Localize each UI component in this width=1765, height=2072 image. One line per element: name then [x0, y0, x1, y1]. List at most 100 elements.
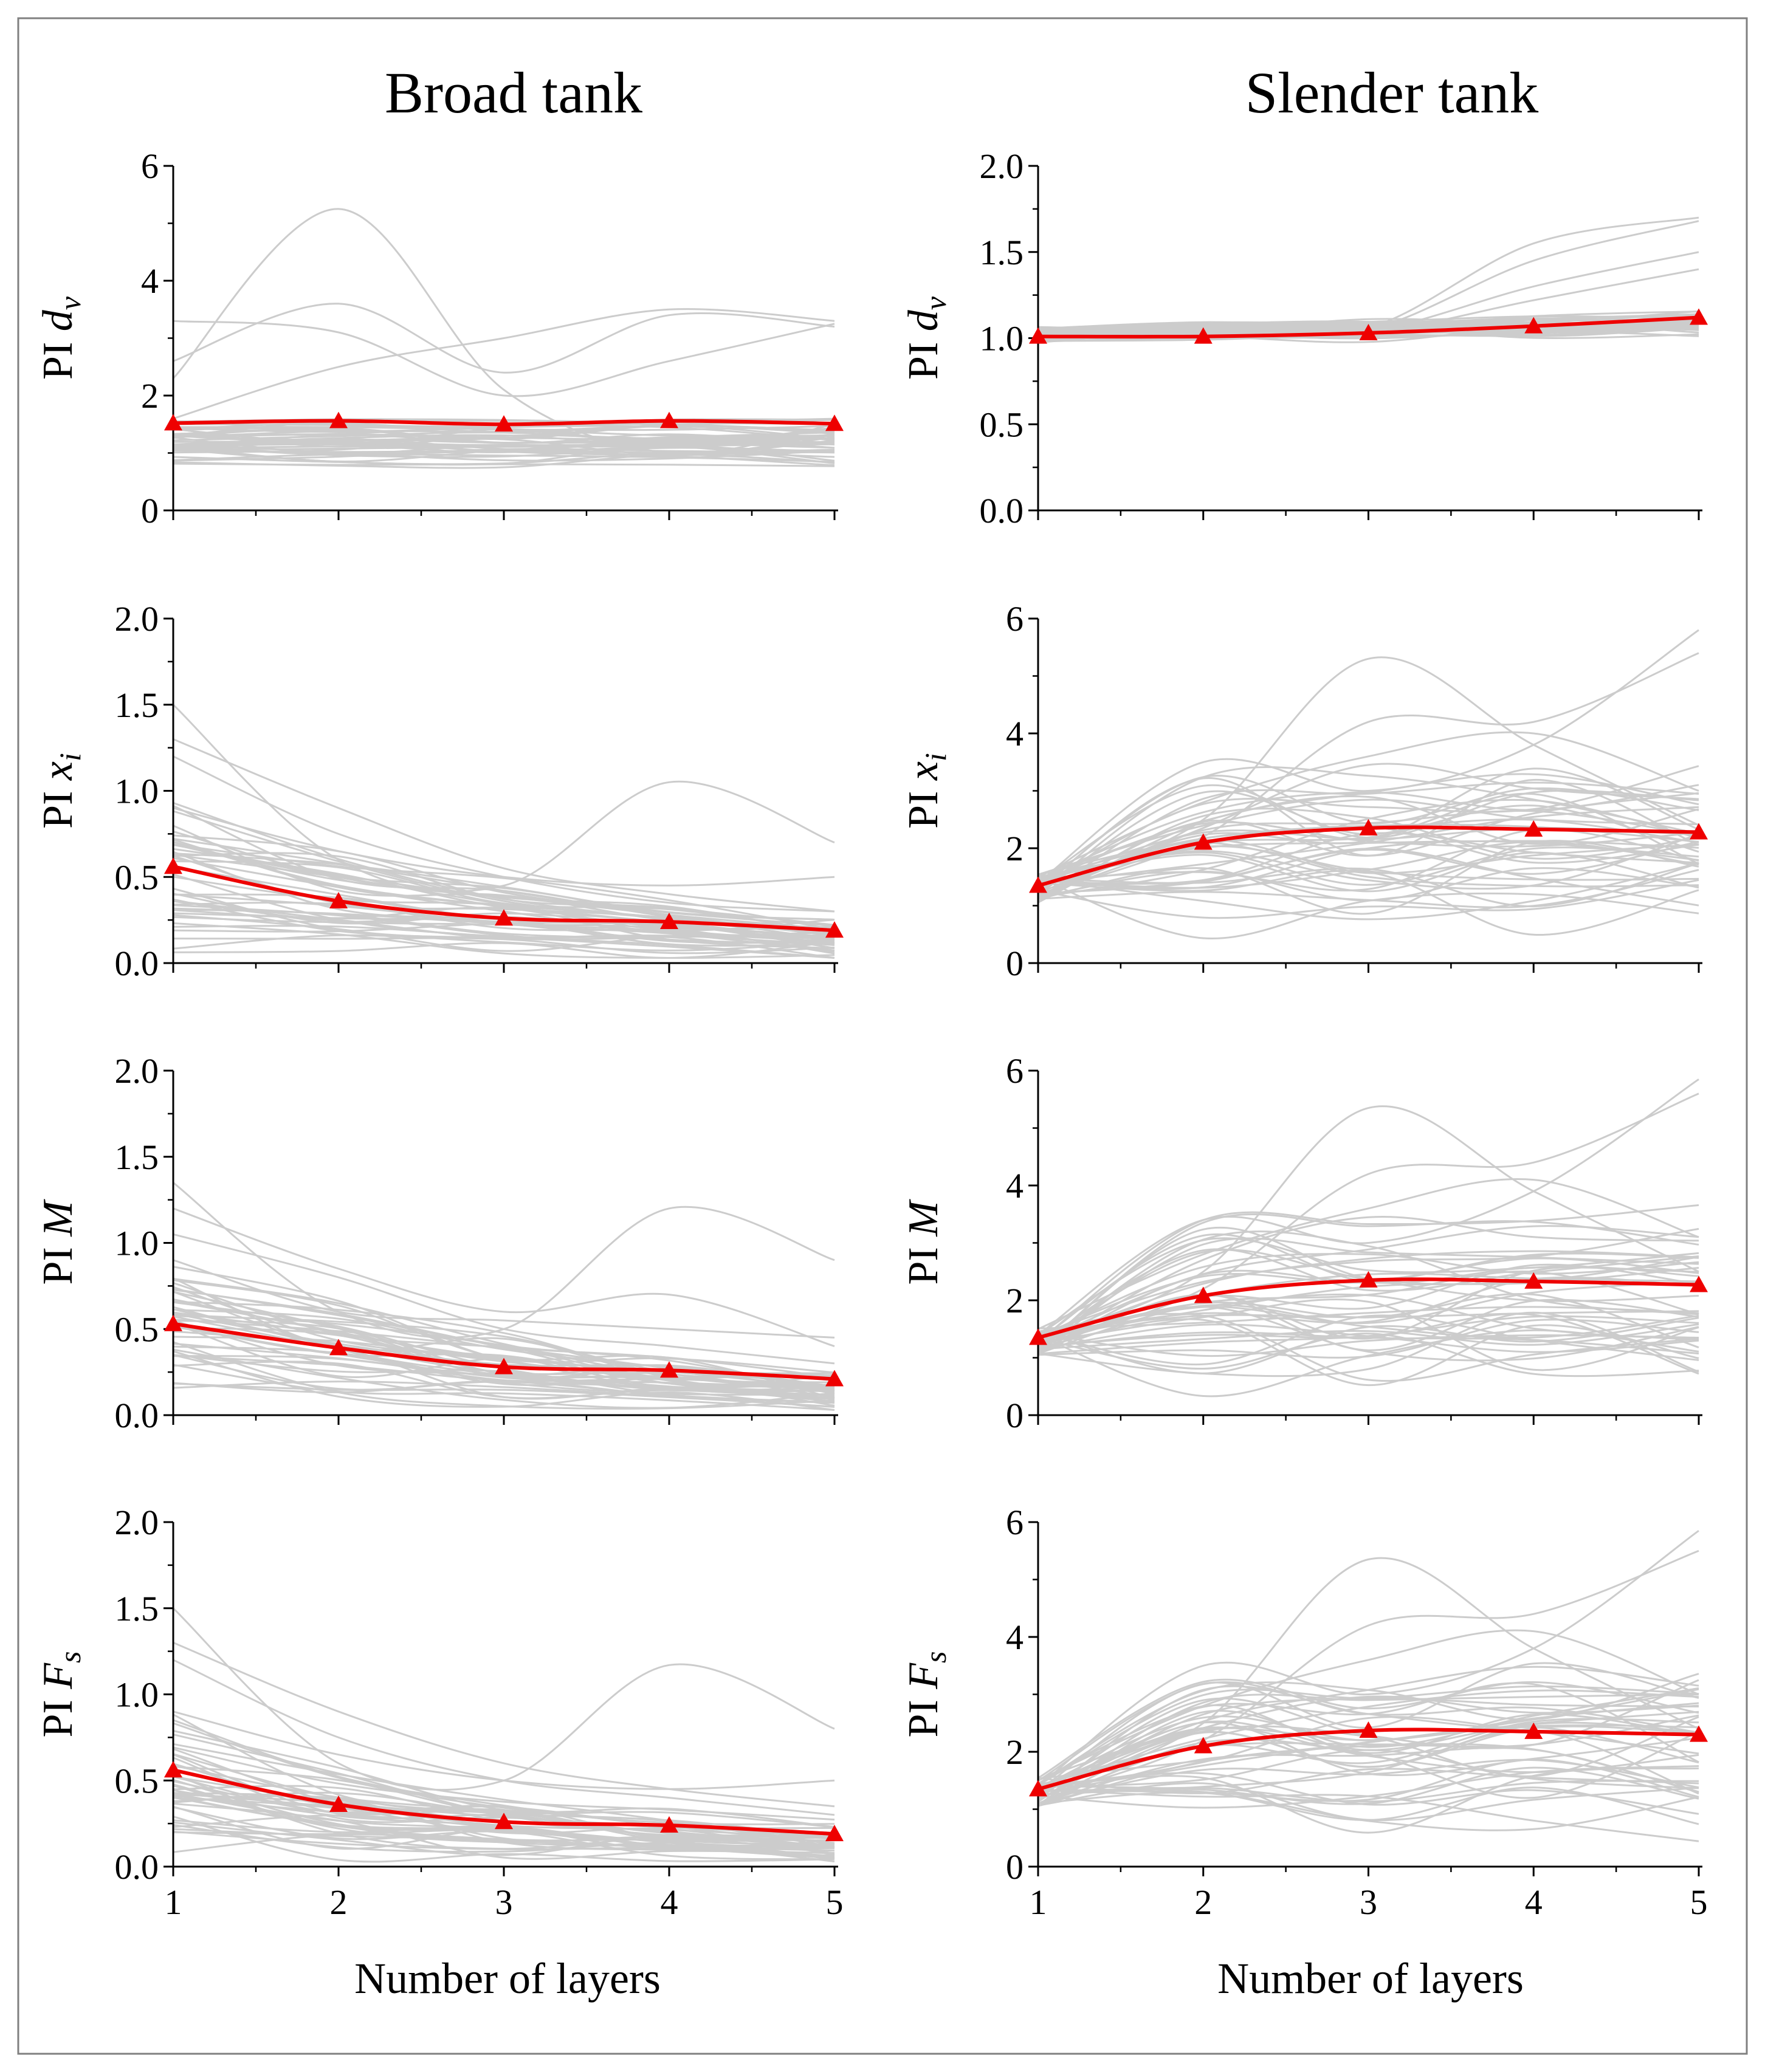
sample-curve: [173, 1316, 835, 1390]
y-tick-label: 0: [1006, 944, 1024, 983]
sample-curve: [173, 904, 835, 959]
mean-marker: [660, 411, 678, 428]
sample-curve: [1037, 876, 1699, 940]
y-axis-label: PI dv: [900, 296, 952, 380]
sample-curve-outlier: [173, 1642, 835, 1808]
sample-curve: [1037, 798, 1699, 899]
mean-marker: [1029, 327, 1047, 344]
y-tick-label: 0.5: [115, 1761, 159, 1800]
sample-curve: [1037, 766, 1699, 894]
sample-curve-outlier: [1037, 1529, 1699, 1787]
sample-curve: [1037, 862, 1699, 908]
x-tick-label: 2: [330, 1882, 348, 1922]
mean-marker: [1029, 1328, 1047, 1345]
sample-curve-outlier: [172, 704, 835, 893]
sample-curve: [1037, 763, 1699, 898]
y-tick-label: 1.0: [115, 1224, 159, 1263]
x-tick-label: 3: [495, 1882, 513, 1922]
sample-curve: [1037, 1681, 1699, 1782]
mean-marker: [825, 1370, 844, 1387]
sample-curve: [173, 1355, 835, 1397]
sample-curve: [1037, 1237, 1699, 1336]
sample-curve-outlier: [173, 807, 835, 887]
sample-curve: [1037, 1317, 1699, 1374]
mean-marker: [1194, 833, 1213, 850]
sample-curve: [1037, 846, 1699, 886]
sample-curve: [1037, 821, 1699, 884]
mean-marker: [329, 411, 348, 428]
panel-broad-m: 0.0 0.5 1.0 1.5 2.0 PI M: [35, 1051, 844, 1435]
x-tick-label: 5: [826, 1882, 844, 1922]
sample-curve-outlier: [1037, 1105, 1699, 1342]
sample-curve: [173, 1341, 835, 1410]
y-tick-label: 1.5: [115, 685, 159, 725]
x-tick-label: 4: [1525, 1882, 1543, 1922]
panels: 0 2 4 6 PI dv 0.0 0.5 1.0 1.5 2.0 PI dv 0.0 0.5 1.0 1.…: [35, 146, 1708, 1922]
y-tick-label: 2: [141, 376, 159, 416]
sample-curve: [1037, 806, 1699, 885]
y-tick-label: 0: [1006, 1847, 1024, 1887]
sample-curve: [1037, 1318, 1699, 1387]
sample-curve: [173, 922, 835, 959]
y-tick-label: 2.0: [115, 1051, 159, 1091]
sample-curve: [1037, 1695, 1699, 1789]
y-axis-label: PI Fs: [900, 1652, 952, 1738]
y-tick-label: 6: [1006, 1051, 1024, 1091]
sample-curve: [173, 1765, 835, 1837]
y-axis-label: PI Fs: [35, 1652, 87, 1738]
y-tick-label: 4: [1006, 714, 1024, 753]
sample-curve: [1037, 1758, 1699, 1805]
column-title-slender: Slender tank: [1245, 60, 1539, 125]
sample-curve: [173, 1816, 835, 1863]
panel-slender-fs: 0 2 4 6 1 2 3 4 5 PI Fs: [900, 1503, 1708, 1922]
mean-marker: [660, 1816, 678, 1833]
sample-curve: [173, 1300, 835, 1378]
sample-curve: [173, 443, 835, 462]
mean-marker: [1194, 1737, 1213, 1754]
sample-curve: [1037, 1767, 1699, 1834]
sample-curve-outlier: [1037, 1629, 1699, 1782]
y-axis-label: PI M: [35, 1199, 81, 1285]
y-tick-label: 1.5: [980, 233, 1024, 272]
xlabel-broad: Number of layers: [354, 1954, 661, 2003]
x-tick-label: 4: [661, 1882, 678, 1922]
sample-curve: [173, 1381, 835, 1408]
y-tick-label: 4: [1006, 1166, 1024, 1206]
y-tick-label: 0: [141, 491, 159, 530]
sample-curve-outlier: [1037, 1093, 1699, 1348]
sample-curve: [173, 1319, 835, 1388]
panel-broad-dv: 0 2 4 6 PI dv: [35, 146, 844, 530]
mean-marker: [1194, 327, 1213, 344]
mean-marker: [825, 414, 844, 431]
sample-curve-outlier: [1037, 1549, 1699, 1799]
sample-curve-outlier: [173, 308, 835, 420]
sample-curve: [173, 907, 835, 950]
x-tick-label: 5: [1690, 1882, 1708, 1922]
column-title-broad: Broad tank: [385, 60, 642, 125]
mean-marker: [1359, 323, 1378, 340]
y-tick-label: 2.0: [980, 146, 1024, 186]
y-tick-label: 0.5: [115, 1309, 159, 1349]
sample-curve: [1037, 1780, 1699, 1803]
mean-marker: [1359, 1721, 1378, 1738]
y-tick-label: 0.0: [115, 944, 159, 983]
sample-curve: [1037, 1311, 1699, 1377]
sample-curve: [1037, 781, 1699, 900]
mean-marker: [1029, 876, 1047, 893]
sample-curve: [173, 1314, 835, 1390]
mean-marker: [1524, 317, 1543, 334]
sample-curve-outlier: [173, 1207, 835, 1348]
sample-curve-outlier: [173, 738, 835, 913]
sample-curve: [1037, 1323, 1699, 1350]
sample-curve: [173, 433, 835, 444]
mean-marker: [164, 857, 182, 874]
y-axis-label: PI M: [900, 1199, 947, 1285]
sample-curve: [173, 1722, 835, 1825]
y-tick-label: 0.0: [115, 1396, 159, 1435]
sample-curve: [173, 1348, 835, 1409]
sample-curve-outlier: [173, 1259, 835, 1339]
sample-curve-outlier: [1037, 1078, 1699, 1336]
sample-curve-outlier: [1037, 731, 1699, 878]
sample-curve: [173, 914, 835, 952]
y-tick-label: 0.5: [980, 405, 1024, 444]
